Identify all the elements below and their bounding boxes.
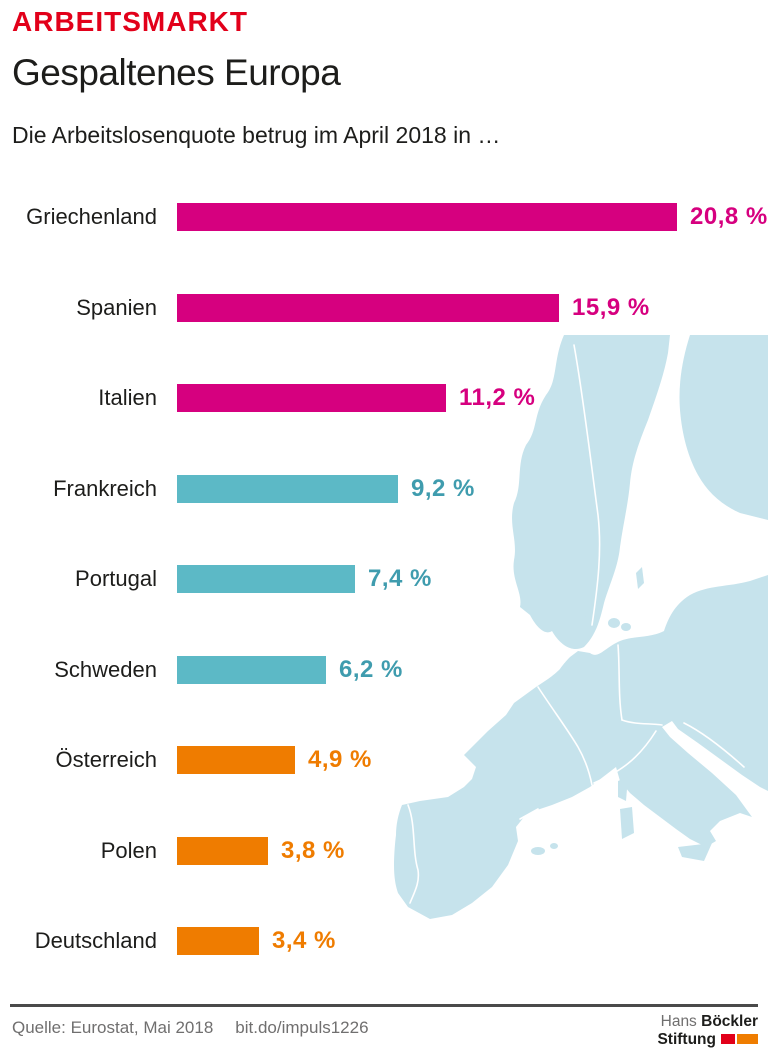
source-line: Quelle: Eurostat, Mai 2018 bit.do/impuls… bbox=[12, 1018, 369, 1038]
chart-row: Spanien 15,9 % bbox=[0, 290, 650, 326]
page-title: Gespaltenes Europa bbox=[12, 52, 341, 93]
country-label: Spanien bbox=[76, 295, 157, 320]
value-label: 20,8 % bbox=[690, 203, 768, 230]
country-label: Österreich bbox=[55, 747, 157, 772]
source-text: Quelle: Eurostat, Mai 2018 bbox=[12, 1018, 214, 1037]
chart-row: Österreich 4,9 % bbox=[0, 742, 372, 778]
chart-row: Frankreich 9,2 % bbox=[0, 471, 475, 507]
chart-row: Portugal 7,4 % bbox=[0, 561, 432, 597]
value-label: 3,8 % bbox=[281, 837, 345, 864]
hans-boeckler-stiftung-logo: Hans Böckler Stiftung bbox=[657, 1013, 758, 1049]
value-label: 6,2 % bbox=[339, 656, 403, 683]
value-label: 15,9 % bbox=[572, 294, 650, 321]
chart-row: Griechenland 20,8 % bbox=[0, 199, 768, 235]
value-bar bbox=[177, 837, 268, 865]
country-label: Polen bbox=[100, 838, 157, 863]
country-label: Schweden bbox=[54, 657, 157, 682]
value-bar bbox=[177, 656, 326, 684]
logo-boeckler: Böckler bbox=[701, 1013, 758, 1030]
value-bar bbox=[177, 565, 355, 593]
bar-chart: Griechenland 20,8 % Spanien 15,9 % Itali… bbox=[0, 199, 768, 959]
value-bar bbox=[177, 746, 295, 774]
country-label: Frankreich bbox=[53, 476, 157, 501]
footer-divider bbox=[10, 1004, 758, 1007]
value-bar bbox=[177, 927, 259, 955]
logo-red-block bbox=[721, 1034, 735, 1044]
kicker-label: ARBEITSMARKT bbox=[12, 6, 248, 37]
value-label: 3,4 % bbox=[272, 927, 336, 954]
value-bar bbox=[177, 384, 446, 412]
country-label: Deutschland bbox=[34, 928, 157, 953]
value-bar bbox=[177, 475, 398, 503]
value-label: 11,2 % bbox=[459, 384, 536, 411]
value-bar bbox=[177, 294, 559, 322]
source-link: bit.do/impuls1226 bbox=[235, 1018, 369, 1037]
logo-hans: Hans bbox=[660, 1013, 697, 1030]
value-label: 4,9 % bbox=[308, 746, 372, 773]
logo-stiftung: Stiftung bbox=[657, 1031, 716, 1048]
value-bar bbox=[177, 203, 677, 231]
country-label: Portugal bbox=[75, 566, 157, 591]
logo-line2: Stiftung bbox=[657, 1031, 758, 1049]
chart-row: Italien 11,2 % bbox=[0, 380, 535, 416]
logo-orange-block bbox=[737, 1034, 758, 1044]
value-label: 9,2 % bbox=[411, 475, 475, 502]
chart-row: Deutschland 3,4 % bbox=[0, 923, 336, 959]
country-label: Italien bbox=[98, 385, 157, 410]
logo-line1: Hans Böckler bbox=[657, 1013, 758, 1031]
chart-subtitle: Die Arbeitslosenquote betrug im April 20… bbox=[12, 122, 501, 148]
value-label: 7,4 % bbox=[368, 565, 432, 592]
chart-row: Schweden 6,2 % bbox=[0, 652, 403, 688]
chart-row: Polen 3,8 % bbox=[0, 833, 345, 869]
country-label: Griechenland bbox=[26, 204, 157, 229]
